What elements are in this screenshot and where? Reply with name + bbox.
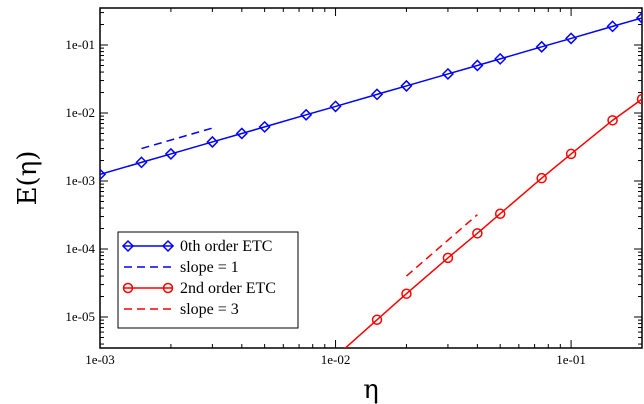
data-point xyxy=(329,100,342,113)
series-line xyxy=(344,98,642,348)
data-point xyxy=(258,120,271,133)
series-layer xyxy=(100,11,642,387)
x-axis-title: η xyxy=(363,375,379,404)
x-tick-label: 1e-02 xyxy=(321,352,351,367)
x-tick-label: 1e-01 xyxy=(556,352,586,367)
data-point xyxy=(164,147,177,160)
y-tick-label: 1e-01 xyxy=(65,37,95,52)
data-point xyxy=(606,20,619,33)
legend-label: slope = 1 xyxy=(180,259,239,276)
legend: 0th order ETC slope = 1 2nd order ETC slope… xyxy=(117,231,299,329)
data-point xyxy=(302,378,311,387)
legend-box xyxy=(117,231,299,329)
data-point xyxy=(565,148,577,160)
data-point xyxy=(635,11,642,24)
data-point xyxy=(100,168,107,181)
y-tick-label: 1e-02 xyxy=(65,105,95,120)
legend-label: 0th order ETC xyxy=(180,238,272,255)
y-tick-label: 1e-05 xyxy=(65,309,95,324)
data-point xyxy=(235,127,248,140)
data-point xyxy=(370,88,384,101)
data-point xyxy=(636,93,642,105)
x-tick-label: 1e-03 xyxy=(85,352,115,367)
data-point xyxy=(206,135,219,149)
data-point xyxy=(441,67,454,81)
data-point xyxy=(371,314,383,326)
data-point xyxy=(400,79,413,92)
y-axis-title: E(η) xyxy=(13,151,43,206)
data-point xyxy=(494,208,506,219)
y-tick-label: 1e-04 xyxy=(65,241,95,256)
data-point xyxy=(565,32,578,45)
data-point xyxy=(535,40,548,53)
plot-frame xyxy=(99,7,643,349)
y-tick-label: 1e-03 xyxy=(65,173,95,188)
ticks-layer: 1e-03 1e-02 1e-01 1e-05 1e-04 1e-03 1e-02 1e-01 xyxy=(65,8,643,367)
legend-marker xyxy=(121,239,135,253)
data-point xyxy=(300,108,313,121)
data-point xyxy=(607,115,618,126)
slope-line xyxy=(405,214,478,277)
series-3 xyxy=(405,214,478,277)
data-point xyxy=(471,59,484,72)
legend-marker xyxy=(161,239,175,253)
data-point xyxy=(401,288,412,299)
data-point xyxy=(472,228,483,239)
data-point xyxy=(494,52,507,65)
series-2 xyxy=(302,93,642,387)
data-point xyxy=(536,172,547,184)
legend-label: 2nd order ETC xyxy=(180,280,276,297)
data-point xyxy=(135,156,148,169)
legend-label: slope = 3 xyxy=(180,301,239,318)
legend-marker xyxy=(122,282,134,294)
series-line xyxy=(100,17,642,176)
legend-marker xyxy=(162,282,174,294)
series-0 xyxy=(100,11,642,181)
data-point xyxy=(442,252,454,264)
